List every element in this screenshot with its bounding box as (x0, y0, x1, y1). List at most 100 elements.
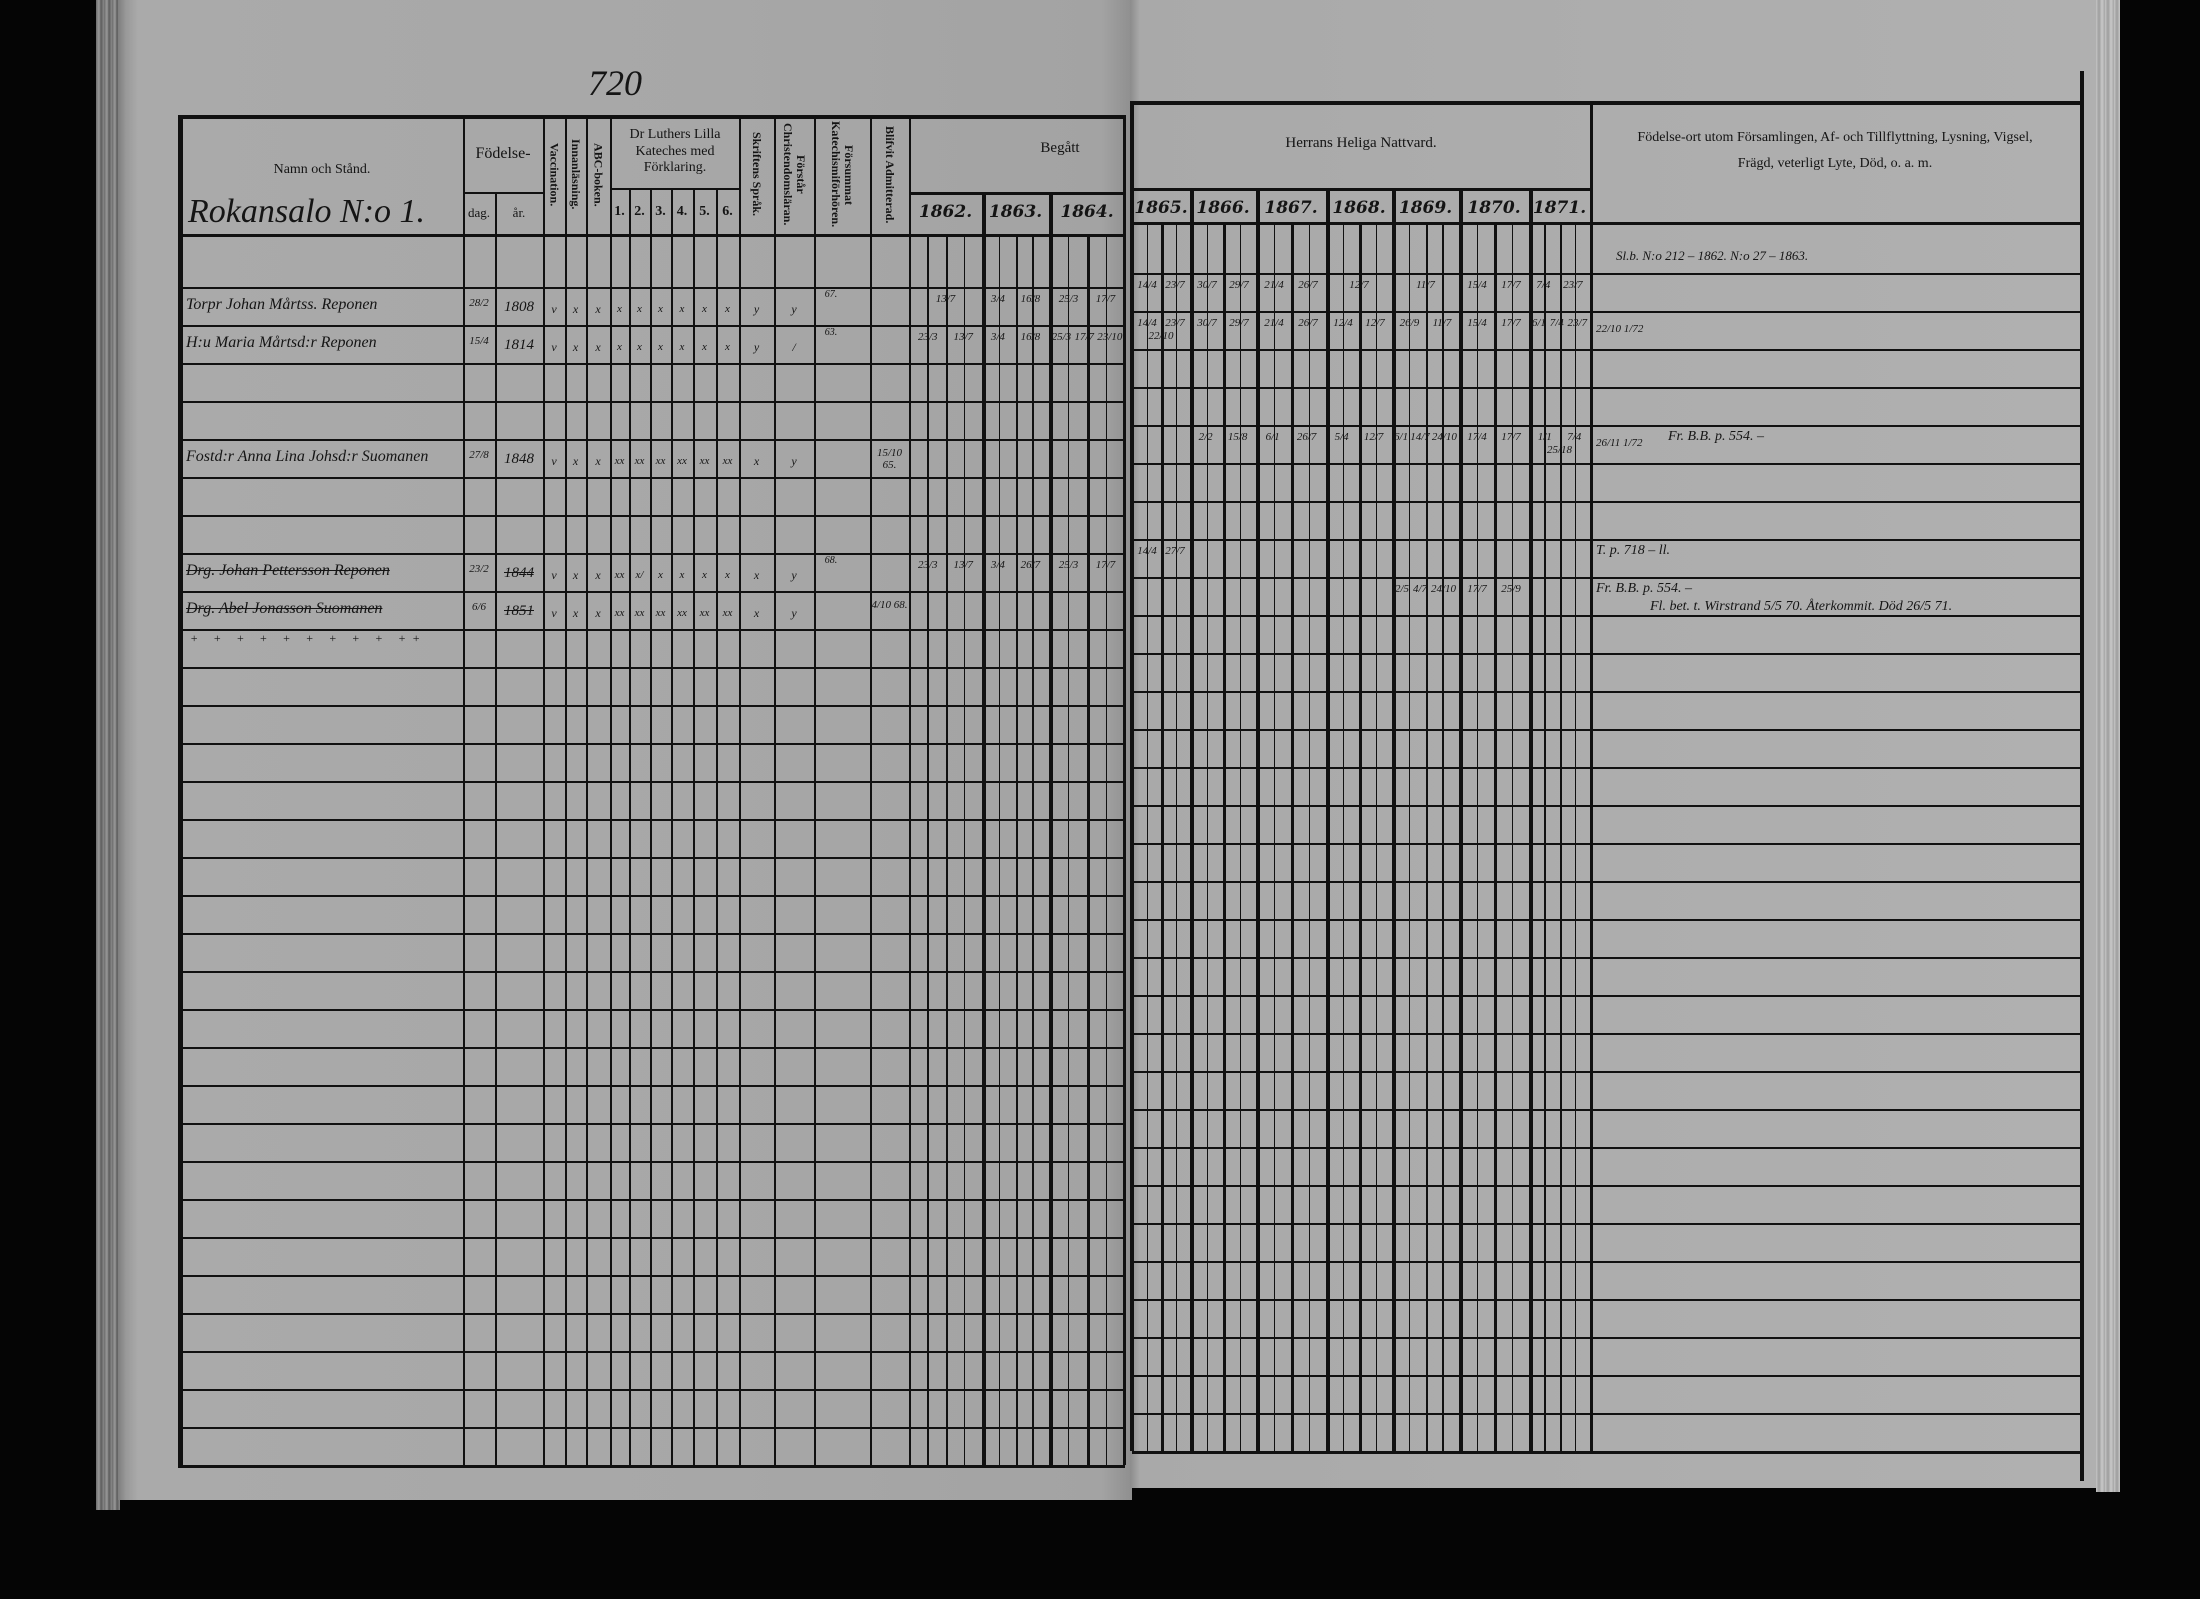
communion-cell: 13/7 (911, 293, 980, 305)
birth-day: 28/2 (469, 297, 489, 309)
scripture-mark: x (753, 568, 760, 582)
communion-date: 17/7 (1467, 583, 1487, 595)
communion-date: 17/7 (1501, 317, 1521, 329)
row-rule (1132, 539, 2082, 541)
catechism-mark: x/ (635, 569, 644, 581)
communion-date: 26/7 (1296, 431, 1317, 443)
column-rule (671, 188, 673, 1465)
communion-cell: 30/7 29/7 (1192, 279, 1254, 291)
year-subcolumn-rule (1375, 222, 1377, 1451)
row-rule (180, 705, 1125, 707)
header-catechism-part: 2. (634, 204, 645, 220)
catechism-mark: x (637, 341, 642, 353)
catechism-mark: x (725, 341, 730, 353)
year-subcolumn-rule (1015, 234, 1018, 1465)
column-rule (774, 115, 776, 1465)
header-scripture: Skriftens Språk. (750, 132, 764, 217)
table-top-border (1132, 101, 2082, 105)
row-rule (1132, 1261, 2082, 1263)
communion-cell: 25/3 17/7 (1051, 559, 1123, 571)
row-rule (180, 553, 1125, 555)
communion-date: 25/18 (1546, 444, 1573, 456)
catechism-mark: x (658, 303, 663, 315)
catechism-mark: xx (614, 455, 625, 467)
row-rule (1132, 577, 2082, 579)
year-subcolumn-rule (1574, 222, 1577, 1451)
communion-date: 13/7 (935, 293, 956, 305)
row-rule (180, 1237, 1125, 1239)
vaccination-mark: v (551, 302, 557, 316)
year-subcolumn-rule (927, 234, 929, 1465)
communion-date: 14/4 (1137, 545, 1157, 557)
year-subcolumn-rule (1442, 222, 1444, 1451)
christianity-mark: y (791, 302, 797, 316)
year-column-rule (982, 192, 986, 1465)
year-subcolumn-rule (1342, 222, 1344, 1451)
communion-date: 25/3 (1051, 331, 1072, 343)
communion-cell: 7/4 23/7 (1531, 279, 1588, 291)
communion-date: 21/4 (1264, 279, 1284, 291)
catechism-mark: x (617, 341, 622, 353)
communion-cell: 2/2 15/8 (1192, 431, 1254, 443)
communion-date: 3/4 (990, 331, 1005, 343)
header-reading: Innanläsning. (569, 139, 583, 210)
catechism-mark: xx (655, 455, 666, 467)
reading-mark: x (572, 454, 579, 468)
header-year: 1867. (1264, 198, 1318, 219)
header-name-column: Namn och Stånd. (273, 162, 371, 178)
communion-cell: 3/4 16/8 (984, 331, 1047, 343)
year-subcolumn-rule (945, 234, 948, 1465)
catechism-mark: x (658, 569, 663, 581)
row-rule (180, 667, 1125, 669)
admitted-date: 4/10 68. (871, 599, 908, 611)
communion-cell: 14/4 23/7 (1134, 279, 1188, 291)
row-rule (180, 819, 1125, 821)
column-rule (739, 115, 741, 1465)
scripture-mark: x (753, 606, 760, 620)
communion-date: 23/7 (1567, 317, 1588, 329)
row-rule (1132, 767, 2082, 769)
communion-cell: 15/4 17/7 (1461, 317, 1527, 329)
header-taken: Begått (1040, 139, 1080, 156)
abc-mark: x (595, 302, 601, 316)
missed-hearings-note: 68. (824, 555, 838, 566)
row-rule (180, 1389, 1125, 1391)
year-subcolumn-rule (1359, 222, 1362, 1451)
communion-date: 6/1 (1531, 317, 1546, 329)
catechism-mark: xx (677, 607, 687, 619)
column-rule (693, 188, 695, 1465)
row-rule (180, 477, 1125, 479)
communion-date: 5/4 (1334, 431, 1349, 443)
row-rule (1132, 1375, 2082, 1377)
column-rule (565, 115, 567, 1465)
row-rule (1132, 1413, 2082, 1415)
header-abc-book: ABC-boken. (591, 142, 606, 207)
column-rule (814, 115, 816, 1465)
communion-date: 17/7 (1074, 331, 1095, 343)
communion-date: 26/9 (1399, 317, 1420, 329)
communion-date: 15/8 (1227, 431, 1248, 443)
birth-year: 1851 (504, 603, 534, 619)
communion-date: 26/7 (1298, 317, 1318, 329)
header-communion: Herrans Heliga Nattvard. (1285, 134, 1437, 151)
year-subcolumn-rule (1559, 222, 1562, 1451)
communion-date: 2/5 (1394, 583, 1410, 595)
table-top-border (180, 115, 1125, 119)
communion-date: 17/7 (1095, 559, 1116, 571)
top-remark: Sl.b. N:o 212 – 1862. N:o 27 – 1863. (1616, 248, 1809, 263)
communion-date: 6/1 (1394, 431, 1409, 443)
row-rule (180, 1199, 1125, 1201)
row-rule (180, 1351, 1125, 1353)
row-rule (180, 1123, 1125, 1125)
catechism-mark: x (702, 303, 707, 315)
row-rule (1132, 919, 2082, 921)
communion-cell: 11/7 (1394, 279, 1457, 291)
communion-date: 23/7 (1563, 279, 1583, 291)
communion-date: 26/7 (1298, 279, 1318, 291)
row-rule (1132, 273, 2082, 275)
year-column-rule (1326, 188, 1330, 1451)
row-rule (180, 591, 1125, 593)
left-page (118, 0, 1132, 1500)
missed-hearings-note: 67. (824, 289, 838, 300)
row-rule (180, 971, 1125, 973)
